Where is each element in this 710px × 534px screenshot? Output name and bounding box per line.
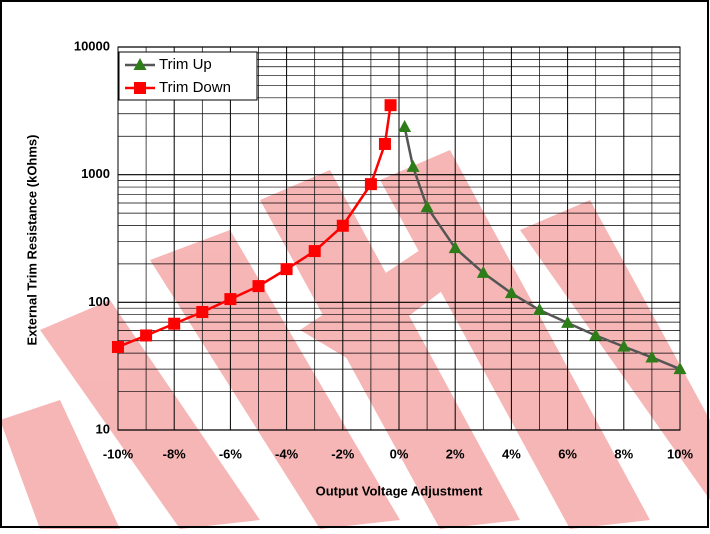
x-tick-label: 4% xyxy=(502,446,521,461)
chart: External Trim Resistance (kOhms) Output … xyxy=(0,0,710,529)
x-tick-label: 6% xyxy=(558,446,577,461)
y-tick-label: 100 xyxy=(88,294,110,309)
x-tick-label: 0% xyxy=(390,446,409,461)
y-axis-title: External Trim Resistance (kOhms) xyxy=(24,135,39,346)
x-tick-label: 10% xyxy=(667,446,693,461)
x-tick-label: -2% xyxy=(331,446,355,461)
legend-marker xyxy=(134,82,146,94)
x-tick-label: -8% xyxy=(163,446,187,461)
y-tick-label: 10000 xyxy=(74,38,110,53)
marker xyxy=(168,318,180,330)
legend-label: Trim Up xyxy=(159,56,212,73)
marker xyxy=(253,280,265,292)
marker xyxy=(140,329,152,341)
x-tick-label: 2% xyxy=(446,446,465,461)
x-tick-label: -6% xyxy=(219,446,243,461)
marker xyxy=(309,245,321,257)
legend: Trim Up Trim Down xyxy=(119,52,257,100)
y-tick-label: 1000 xyxy=(81,166,110,181)
marker xyxy=(365,178,377,190)
x-tick-label: 8% xyxy=(614,446,633,461)
x-axis-title: Output Voltage Adjustment xyxy=(316,483,483,498)
legend-label: Trim Down xyxy=(159,79,231,96)
marker xyxy=(281,263,293,275)
x-tick-label: -4% xyxy=(275,446,299,461)
x-tick-label: -10% xyxy=(103,446,134,461)
marker xyxy=(196,306,208,318)
marker xyxy=(224,293,236,305)
marker xyxy=(385,99,397,111)
marker xyxy=(337,220,349,232)
marker xyxy=(379,138,391,150)
marker xyxy=(112,341,124,353)
y-tick-label: 10 xyxy=(96,421,110,436)
marker xyxy=(398,120,411,132)
